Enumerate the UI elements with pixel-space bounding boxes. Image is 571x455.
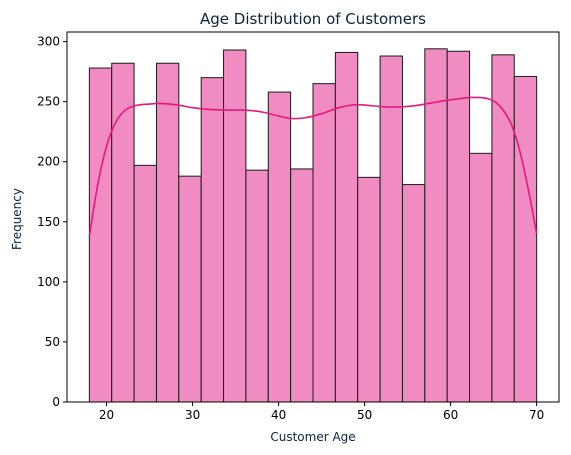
histogram-bar-2: [111, 62, 135, 403]
x-tick-label: 60: [443, 408, 458, 422]
y-tick-label: 200: [37, 155, 60, 169]
kde-layer: [88, 96, 538, 237]
x-axis-title: Customer Age: [270, 430, 355, 444]
histogram-bar-15: [401, 184, 426, 403]
histogram-bar-17: [446, 50, 471, 403]
histogram-bar-11: [312, 83, 336, 403]
x-tick-label: 50: [357, 408, 372, 422]
y-axis-title: Frequency: [10, 188, 24, 250]
histogram-bar-9: [267, 91, 292, 403]
histogram-bar-7: [223, 49, 247, 403]
histogram-bar-3: [133, 164, 157, 403]
histogram-bar-8: [245, 169, 269, 403]
x-tick-label: 70: [529, 408, 544, 422]
histogram-bar-6: [200, 77, 225, 403]
histogram-bar-13: [357, 176, 381, 403]
y-tick-label: 150: [37, 215, 60, 229]
y-tick-label: 50: [45, 335, 60, 349]
y-tick-label: 300: [37, 35, 60, 49]
histogram-bar-20: [513, 75, 538, 403]
x-tick-label: 40: [271, 408, 286, 422]
histogram-bar-5: [178, 175, 202, 403]
x-axis: 20 30 40 50 60 70: [99, 402, 544, 422]
y-tick-label: 0: [52, 395, 60, 409]
histogram-bar-10: [290, 168, 314, 403]
bars-layer: [88, 48, 538, 403]
histogram-bar-18: [469, 152, 493, 403]
plot-frame: [66, 31, 560, 403]
x-tick-label: 20: [99, 408, 114, 422]
histogram-bar-4: [155, 62, 180, 403]
x-tick-label: 30: [185, 408, 200, 422]
kde-line: [88, 96, 538, 237]
y-axis: 0 50 100 150 200 250 300: [37, 35, 67, 409]
y-tick-label: 100: [37, 275, 60, 289]
histogram-bar-19: [491, 54, 515, 403]
histogram-bar-1: [88, 67, 113, 403]
chart-title: Age Distribution of Customers: [200, 10, 426, 28]
histogram-bar-14: [379, 55, 403, 403]
y-tick-label: 250: [37, 95, 60, 109]
